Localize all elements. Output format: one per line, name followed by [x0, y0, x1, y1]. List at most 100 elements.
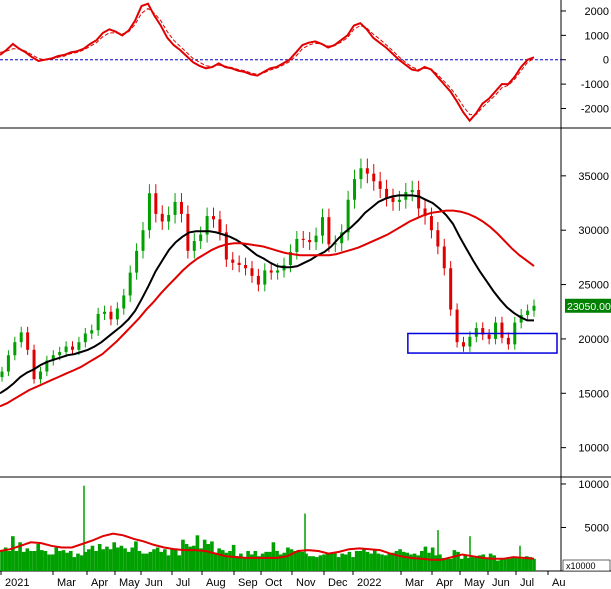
volume-panel: 10000 5000 x10000	[0, 479, 611, 572]
volume-bar	[14, 550, 19, 571]
volume-bar	[354, 550, 359, 571]
volume-bar	[21, 551, 26, 571]
volume-bar	[463, 555, 468, 571]
volume-unit-box	[562, 559, 611, 572]
oscillator-panel: 2000 1000 0 -1000 -2000	[0, 2, 609, 123]
volume-bar	[333, 552, 337, 571]
price-candle-body	[487, 334, 491, 339]
volume-bar	[347, 551, 352, 571]
price-tick-label: 20000	[578, 334, 609, 346]
price-candle-body	[301, 238, 305, 240]
volume-bar	[315, 557, 319, 571]
volume-bar	[25, 548, 30, 571]
price-candle-body	[115, 308, 119, 320]
volume-bar	[50, 554, 55, 571]
price-candle-body	[96, 313, 100, 331]
volume-bar	[488, 553, 493, 571]
volume-bar	[325, 553, 330, 571]
volume-bar	[401, 551, 406, 571]
price-candle-body	[179, 201, 183, 214]
time-tick-label: Oct	[265, 577, 282, 589]
volume-bar	[365, 551, 370, 571]
price-candle-body	[109, 311, 113, 320]
volume-bar	[409, 554, 413, 571]
price-candle-body	[6, 355, 10, 372]
price-moving-average-1	[0, 209, 535, 408]
volume-bar	[184, 544, 189, 571]
volume-bar	[271, 542, 276, 571]
price-candle-body	[167, 214, 171, 222]
volume-bar	[318, 555, 323, 571]
volume-bar	[141, 553, 145, 571]
price-candle-body	[532, 305, 536, 311]
price-candle-body	[423, 208, 427, 217]
volume-bar	[510, 557, 515, 571]
volume-bar	[420, 550, 424, 571]
price-candle-body	[83, 333, 87, 343]
volume-bar	[467, 557, 471, 571]
price-candle-body	[192, 241, 196, 251]
volume-bar	[11, 536, 15, 571]
time-tick-label: May	[464, 577, 485, 589]
volume-bar	[206, 544, 211, 571]
volume-bar	[336, 557, 341, 571]
volume-bar	[231, 544, 236, 571]
volume-bar	[170, 549, 174, 571]
volume-bar	[362, 548, 366, 571]
volume-bar	[514, 557, 518, 571]
price-candle-body	[160, 213, 164, 222]
price-tick-label: 10000	[578, 443, 609, 455]
price-candle-body	[372, 173, 376, 182]
time-tick-label: Au	[552, 577, 565, 589]
volume-bar	[0, 550, 4, 571]
volume-bar	[380, 554, 384, 571]
volume-bar	[391, 552, 395, 571]
time-tick-label: Jul	[176, 577, 190, 589]
volume-bar	[311, 556, 316, 571]
volume-bar	[188, 546, 192, 571]
volume-bar	[246, 550, 250, 571]
volume-bar	[220, 550, 225, 571]
price-candle-body	[429, 216, 433, 231]
volume-bar	[144, 553, 149, 571]
price-candle-body	[71, 346, 75, 350]
price-candle-body	[0, 371, 4, 378]
price-candle-body	[199, 234, 203, 242]
price-candle-body	[314, 235, 318, 243]
price-candle-body	[308, 239, 312, 243]
price-candle-body	[13, 342, 17, 356]
oscillator-tick-label: 2000	[585, 6, 609, 18]
volume-bar	[286, 547, 290, 571]
volume-bar	[116, 547, 120, 571]
price-candle-body	[256, 275, 260, 285]
volume-bar	[130, 547, 135, 571]
volume-bar	[217, 548, 221, 571]
price-candle-body	[449, 268, 453, 310]
price-candle-body	[474, 328, 478, 337]
time-tick-label: Mar	[57, 577, 76, 589]
price-candle-body	[391, 197, 395, 202]
volume-bar	[268, 551, 272, 571]
volume-bar	[242, 557, 247, 571]
price-candle-body	[365, 168, 369, 174]
price-candle-body	[353, 179, 357, 200]
price-candle-body	[263, 270, 267, 285]
price-candle-body	[122, 295, 126, 309]
volume-bar	[456, 551, 460, 571]
time-tick-label: May	[119, 577, 140, 589]
volume-bar	[105, 546, 109, 571]
oscillator-series-1	[0, 7, 535, 116]
volume-bar	[383, 555, 388, 571]
volume-bar	[289, 549, 294, 571]
price-candle-body	[51, 355, 55, 361]
volume-bar	[485, 558, 489, 571]
volume-bar	[524, 556, 529, 571]
volume-bar	[496, 560, 500, 571]
volume-bar	[79, 555, 84, 571]
volume-bar	[376, 553, 381, 571]
volume-bar	[434, 555, 439, 571]
price-candle-body	[135, 250, 139, 273]
price-candle-body	[288, 251, 292, 265]
price-candle-body	[64, 346, 68, 352]
volume-bar	[322, 554, 326, 571]
